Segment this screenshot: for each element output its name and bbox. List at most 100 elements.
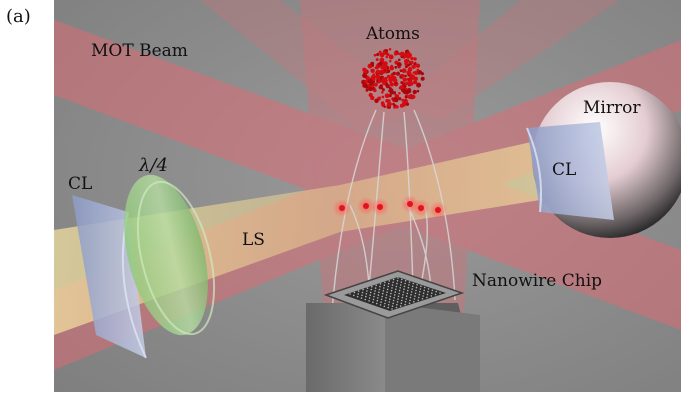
nanowire-dot [408, 302, 411, 305]
nanowire-dot [430, 295, 433, 297]
nanowire-dot [377, 297, 379, 299]
atom-dot [374, 82, 378, 87]
atom-dot [390, 74, 395, 79]
atom-dot [370, 68, 375, 73]
chip-block-right-face [385, 303, 480, 392]
nanowire-dot [431, 292, 433, 294]
atom-dot [402, 77, 407, 82]
nanowire-dot [422, 295, 424, 297]
nanowire-dot [420, 285, 422, 288]
nanowire-dot [357, 293, 360, 295]
nanowire-dot [383, 284, 386, 287]
nanowire-dot [389, 295, 392, 298]
atom-dot [362, 83, 368, 88]
nanowire-dot [390, 289, 393, 292]
atom-dot [413, 62, 417, 66]
light-sheet-label: LS [242, 230, 265, 250]
nanowire-dot [401, 278, 403, 281]
nanowire-dot [356, 295, 359, 298]
cylindrical-lens-right [527, 122, 614, 220]
nanowire-dot [385, 297, 387, 299]
chip-block-left-face [306, 303, 385, 392]
atom-dot [362, 73, 368, 79]
nanowire-dot [409, 296, 412, 299]
nanowire-dot [396, 282, 398, 285]
nanowire-dot [395, 288, 397, 291]
nanowire-dot [391, 287, 393, 289]
nanowire-dot [371, 285, 373, 288]
atom-dot [407, 70, 412, 75]
nanowire-dot [394, 291, 397, 293]
nanowire-dot [426, 293, 429, 296]
atom-dot [367, 79, 371, 84]
nanowire-dot [386, 288, 389, 291]
atom-dot [395, 71, 400, 76]
nanowire-dot [375, 284, 378, 287]
nanowire-dot [381, 292, 384, 295]
nanowire-dot [399, 284, 402, 286]
atom-dot [365, 88, 369, 92]
nanowire-dot [366, 290, 368, 292]
atom-dot [406, 77, 410, 81]
nanowire-dot [389, 298, 391, 301]
nanowire-dot [396, 280, 399, 282]
nanowire-dot [380, 301, 382, 303]
atom-dot [364, 70, 368, 74]
nanowire-dot [391, 305, 394, 308]
nanowire-dot [374, 290, 376, 292]
atom-dot [393, 96, 398, 102]
atom-dot [368, 86, 373, 92]
nanowire-dot [423, 286, 426, 289]
nanowire-dot [414, 292, 417, 295]
nanowire-dot [391, 284, 394, 286]
atom-dot [407, 52, 412, 58]
atom-dot [381, 95, 385, 99]
nanowire-dot [380, 298, 383, 301]
atom-dot [378, 50, 382, 54]
nanowire-dot [392, 299, 395, 302]
trapped-atom [339, 205, 345, 211]
nanowire-dot [413, 300, 415, 303]
atom-dot [413, 57, 417, 61]
atom-dot [410, 56, 414, 61]
nanowire-dot [396, 301, 399, 303]
nanowire-dot [387, 285, 390, 288]
quarter-wave-plate [124, 174, 208, 336]
atom-dot [381, 77, 386, 81]
nanowire-dot [397, 277, 399, 279]
nanowire-dot [404, 303, 406, 306]
nanowire-dot [384, 281, 386, 284]
nanowire-dot [426, 296, 428, 299]
atom-dot [400, 73, 405, 78]
atom-dot [389, 65, 395, 71]
nanowire-dot [408, 281, 411, 283]
atom-dot [416, 82, 422, 88]
atom-dot [394, 94, 398, 97]
nanowire-dot [417, 296, 420, 299]
nanowire-dot [402, 291, 405, 293]
nanowire-dot [384, 299, 387, 302]
nanowire-dot [412, 282, 415, 285]
atom-dot [393, 76, 397, 80]
atom-dot [370, 61, 375, 66]
atom-dot [374, 98, 379, 103]
nanowire-grid [349, 277, 441, 310]
atom-dot [415, 63, 421, 68]
atom-dot [408, 95, 412, 99]
atom-dot [364, 79, 369, 84]
nanowire-dot [400, 281, 403, 284]
nanowire-dot [387, 282, 390, 285]
atom-dot [407, 63, 411, 67]
nanowire-dot [417, 299, 420, 302]
atom-dot [374, 66, 378, 70]
nanowire-dot [401, 296, 404, 299]
nanowire-dot [408, 284, 410, 286]
atom-dot [368, 92, 373, 98]
nanowire-dot [405, 295, 408, 298]
nanowire-dot [357, 290, 360, 292]
atom-dot [385, 84, 390, 89]
nanowire-dot [422, 292, 425, 295]
nanowire-dot [395, 306, 398, 309]
trapped-atom [363, 203, 369, 209]
